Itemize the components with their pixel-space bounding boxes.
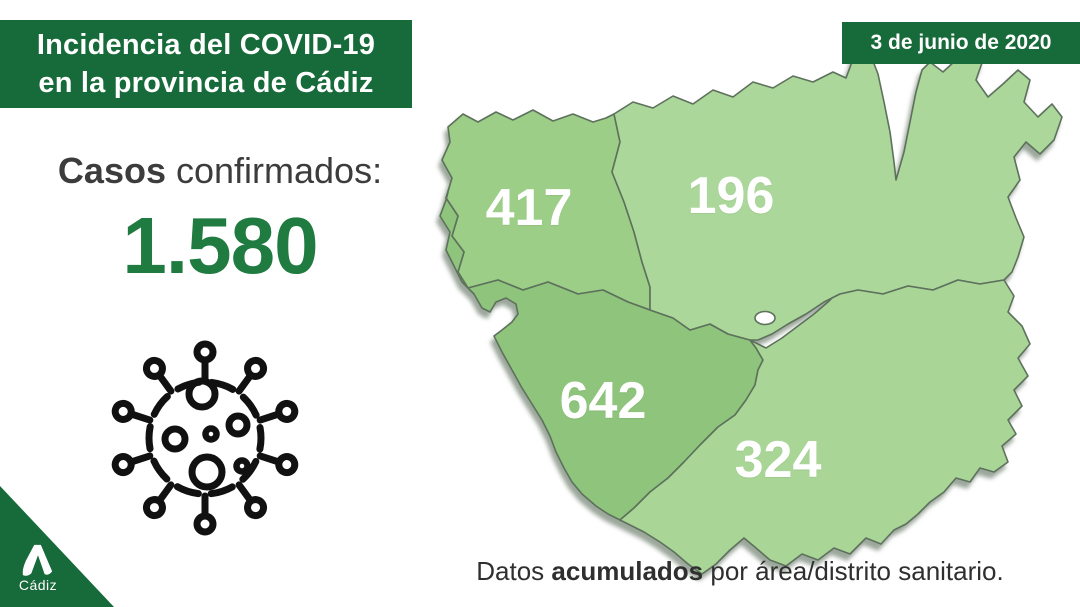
map-lake	[754, 310, 776, 326]
cases-label-rest: confirmados:	[165, 150, 383, 191]
logo-region-label: Cádiz	[18, 577, 58, 593]
cases-label-bold: Casos	[57, 150, 166, 191]
title-line-2: en la provincia de Cádiz	[38, 67, 374, 99]
caption-prefix: Datos	[476, 556, 552, 586]
district-count-southwest: 642	[559, 372, 647, 430]
title-banner: Incidencia del COVID-19 en la provincia …	[0, 20, 412, 108]
cadiz-map-svg	[439, 31, 1063, 575]
district-count-north: 196	[687, 167, 775, 225]
cadiz-districts-map: 417 196 642 324	[428, 22, 1080, 580]
footer-caption: Datos acumulados por área/distrito sanit…	[450, 556, 1030, 587]
cases-label: Casos confirmados:	[25, 150, 415, 192]
title-line-1: Incidencia del COVID-19	[36, 29, 376, 61]
junta-de-andalucia-logo: Cádiz	[0, 486, 114, 607]
coronavirus-icon-svg	[105, 340, 305, 545]
date-banner: 3 de junio de 2020	[842, 22, 1080, 64]
caption-bold: acumulados	[551, 556, 704, 586]
cases-value: 1.580	[122, 201, 318, 290]
district-north	[611, 31, 1063, 341]
caption-suffix: por área/distrito sanitario.	[703, 556, 1004, 586]
district-count-northwest: 417	[485, 179, 573, 237]
date-text: 3 de junio de 2020	[870, 31, 1052, 54]
junta-a-icon	[22, 544, 53, 576]
district-southeast	[619, 279, 1031, 575]
district-count-southeast: 324	[734, 431, 822, 489]
coronavirus-icon	[105, 330, 305, 545]
